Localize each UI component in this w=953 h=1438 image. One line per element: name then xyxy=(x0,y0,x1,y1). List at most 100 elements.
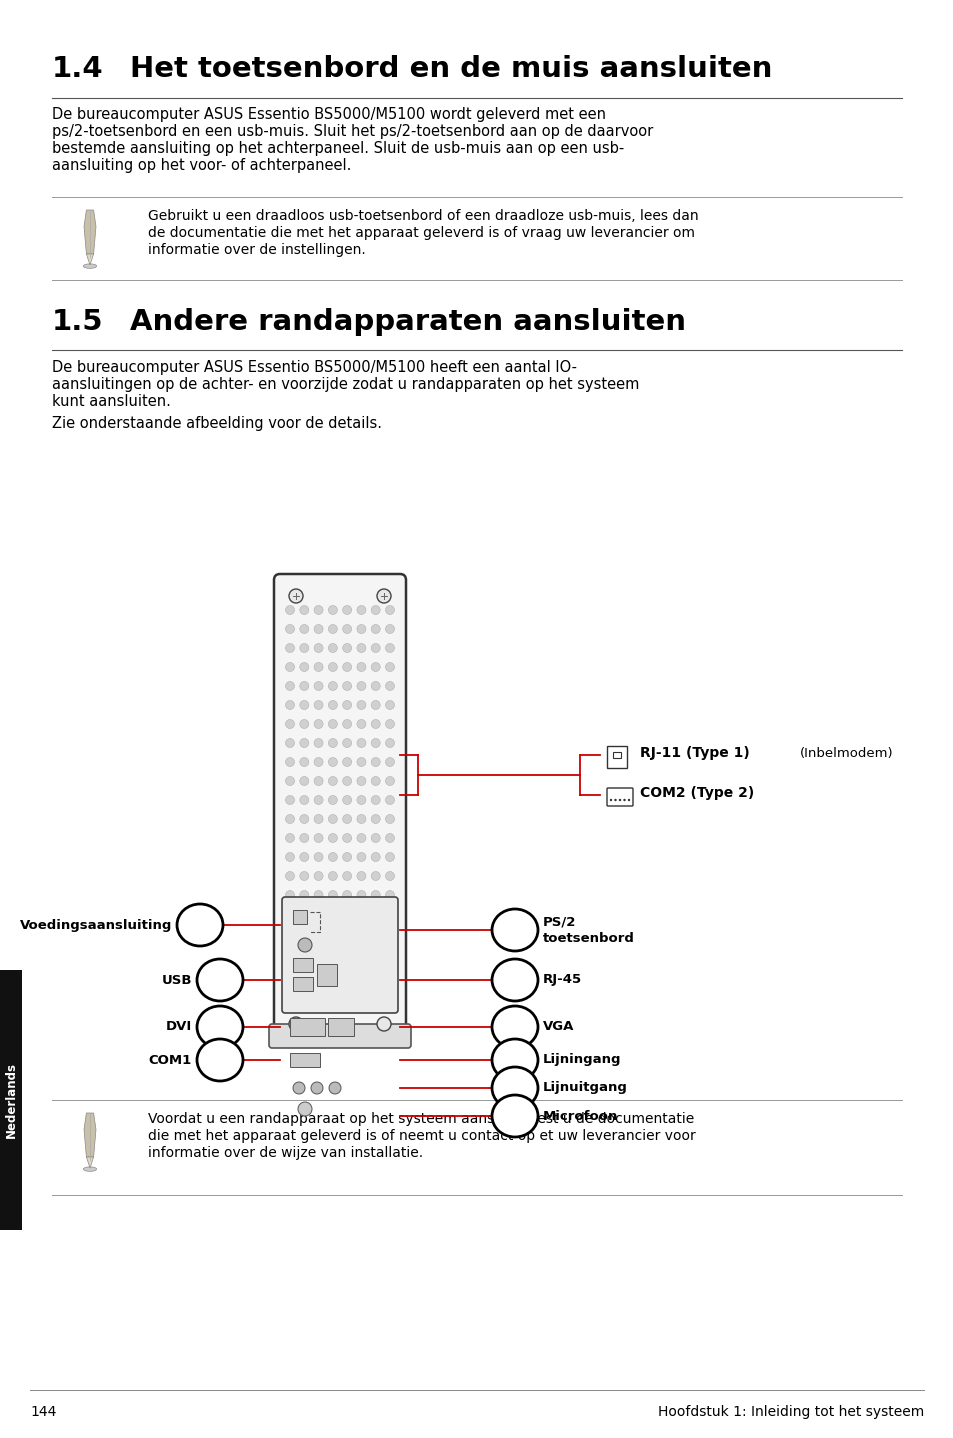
Circle shape xyxy=(342,814,352,824)
Circle shape xyxy=(342,834,352,843)
Circle shape xyxy=(385,777,395,785)
Circle shape xyxy=(385,853,395,861)
Circle shape xyxy=(356,814,366,824)
Circle shape xyxy=(356,795,366,804)
Text: Lijningang: Lijningang xyxy=(542,1054,620,1067)
Circle shape xyxy=(627,798,630,801)
Circle shape xyxy=(356,719,366,729)
Circle shape xyxy=(299,739,309,748)
Circle shape xyxy=(285,758,294,766)
Circle shape xyxy=(328,624,337,634)
Circle shape xyxy=(385,834,395,843)
Circle shape xyxy=(342,643,352,653)
Text: Zie onderstaande afbeelding voor de details.: Zie onderstaande afbeelding voor de deta… xyxy=(52,416,381,431)
Circle shape xyxy=(314,719,323,729)
Circle shape xyxy=(314,777,323,785)
Circle shape xyxy=(342,700,352,709)
Circle shape xyxy=(356,834,366,843)
Circle shape xyxy=(371,834,380,843)
Polygon shape xyxy=(84,1113,96,1158)
Circle shape xyxy=(297,938,312,952)
Circle shape xyxy=(329,1081,340,1094)
Circle shape xyxy=(356,605,366,614)
Circle shape xyxy=(614,798,616,801)
Circle shape xyxy=(328,853,337,861)
Circle shape xyxy=(356,643,366,653)
Circle shape xyxy=(314,834,323,843)
Circle shape xyxy=(356,663,366,672)
Circle shape xyxy=(609,798,612,801)
Circle shape xyxy=(299,719,309,729)
Circle shape xyxy=(376,590,391,603)
Circle shape xyxy=(356,777,366,785)
Circle shape xyxy=(342,624,352,634)
Circle shape xyxy=(371,777,380,785)
Text: De bureaucomputer ASUS Essentio BS5000/M5100 wordt geleverd met een: De bureaucomputer ASUS Essentio BS5000/M… xyxy=(52,106,605,122)
Text: aansluiting op het voor- of achterpaneel.: aansluiting op het voor- of achterpaneel… xyxy=(52,158,351,173)
Circle shape xyxy=(285,605,294,614)
Circle shape xyxy=(293,1081,305,1094)
Text: Lijnuitgang: Lijnuitgang xyxy=(542,1081,627,1094)
Circle shape xyxy=(371,871,380,880)
Circle shape xyxy=(328,890,337,900)
Text: aansluitingen op de achter- en voorzijde zodat u randapparaten op het systeem: aansluitingen op de achter- en voorzijde… xyxy=(52,377,639,393)
Circle shape xyxy=(342,795,352,804)
Ellipse shape xyxy=(492,959,537,1001)
Circle shape xyxy=(356,682,366,690)
Circle shape xyxy=(314,871,323,880)
Circle shape xyxy=(299,758,309,766)
Circle shape xyxy=(314,663,323,672)
Circle shape xyxy=(314,700,323,709)
Circle shape xyxy=(285,795,294,804)
Text: kunt aansluiten.: kunt aansluiten. xyxy=(52,394,171,408)
Ellipse shape xyxy=(492,1007,537,1048)
Circle shape xyxy=(328,643,337,653)
Circle shape xyxy=(371,739,380,748)
Polygon shape xyxy=(87,1158,93,1168)
Circle shape xyxy=(385,890,395,900)
Circle shape xyxy=(342,739,352,748)
Circle shape xyxy=(328,663,337,672)
Circle shape xyxy=(342,682,352,690)
Text: Voordat u een randapparaat op het systeem aansluit, leest u de documentatie: Voordat u een randapparaat op het systee… xyxy=(148,1112,694,1126)
Text: COM2 (Type 2): COM2 (Type 2) xyxy=(639,787,754,800)
FancyBboxPatch shape xyxy=(606,788,633,807)
Circle shape xyxy=(285,719,294,729)
Circle shape xyxy=(385,758,395,766)
Text: 144: 144 xyxy=(30,1405,56,1419)
Text: Voedingsaansluiting: Voedingsaansluiting xyxy=(20,919,172,932)
Ellipse shape xyxy=(83,1166,96,1172)
Circle shape xyxy=(385,814,395,824)
Circle shape xyxy=(371,758,380,766)
Circle shape xyxy=(328,700,337,709)
Circle shape xyxy=(356,700,366,709)
Circle shape xyxy=(285,700,294,709)
Text: RJ-11 (Type 1): RJ-11 (Type 1) xyxy=(639,746,749,761)
Circle shape xyxy=(385,605,395,614)
Ellipse shape xyxy=(492,1067,537,1109)
Circle shape xyxy=(314,643,323,653)
Circle shape xyxy=(299,605,309,614)
Circle shape xyxy=(299,834,309,843)
Circle shape xyxy=(299,853,309,861)
Circle shape xyxy=(328,834,337,843)
Circle shape xyxy=(328,777,337,785)
Circle shape xyxy=(311,1081,323,1094)
Circle shape xyxy=(356,758,366,766)
Circle shape xyxy=(385,700,395,709)
Circle shape xyxy=(385,871,395,880)
Circle shape xyxy=(328,795,337,804)
Circle shape xyxy=(289,1017,303,1031)
Text: (Inbelmodem): (Inbelmodem) xyxy=(800,746,893,759)
Ellipse shape xyxy=(492,1094,537,1137)
Circle shape xyxy=(385,643,395,653)
Circle shape xyxy=(314,795,323,804)
Circle shape xyxy=(371,853,380,861)
Text: 1.5: 1.5 xyxy=(52,308,103,336)
Circle shape xyxy=(342,853,352,861)
Circle shape xyxy=(385,795,395,804)
Bar xyxy=(613,752,620,758)
Circle shape xyxy=(385,739,395,748)
FancyBboxPatch shape xyxy=(269,1024,411,1048)
Circle shape xyxy=(328,605,337,614)
